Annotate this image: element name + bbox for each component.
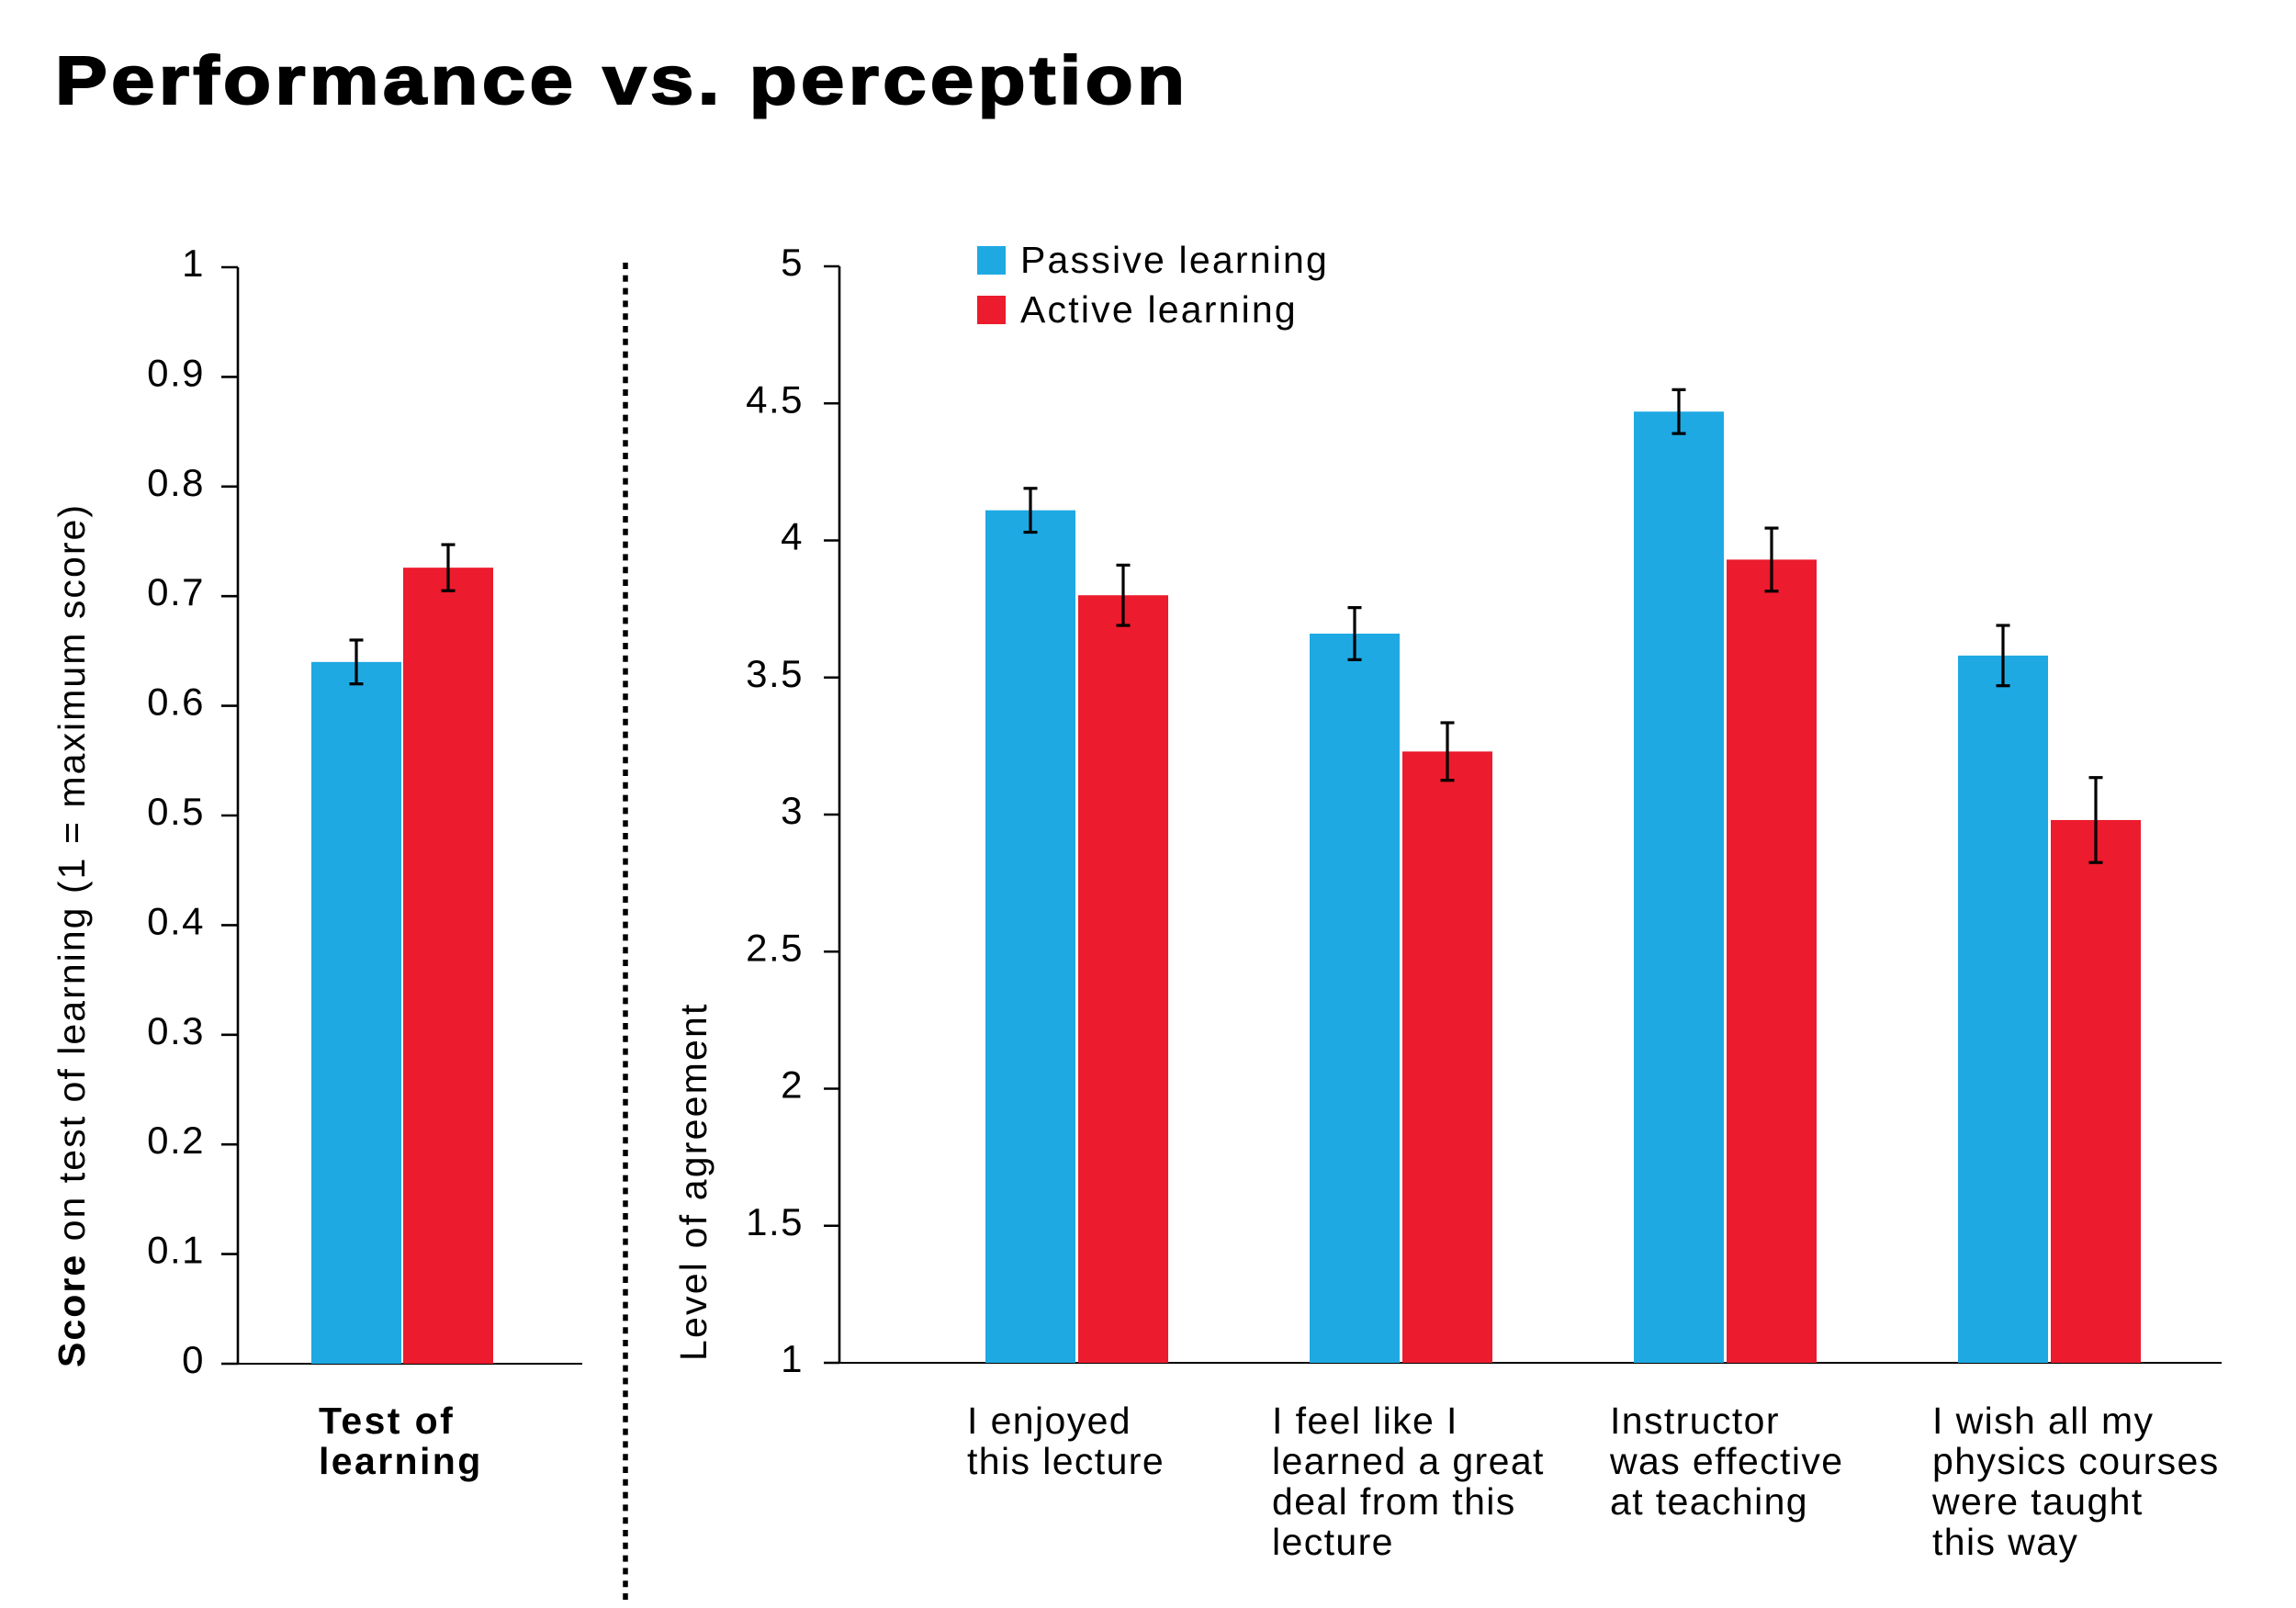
bar-active-0	[403, 568, 493, 1364]
y-tick-label: 0.2	[147, 1119, 205, 1162]
y-tick-label: 0.5	[147, 790, 205, 833]
page-title: Performance vs. perception	[55, 42, 1188, 118]
y-tick-label: 1.5	[746, 1200, 804, 1243]
error-bar-passive-0	[1023, 487, 1038, 534]
legend: Passive learning Active learning	[977, 239, 1329, 331]
y-tick-label: 3	[781, 789, 804, 832]
error-bar-passive-2	[1671, 388, 1686, 435]
legend-label-passive: Passive learning	[1020, 239, 1329, 281]
y-axis-title: Score on test of learning (1 = maximum s…	[51, 503, 93, 1367]
bar-active-3	[2051, 819, 2141, 1363]
y-tick-label: 0.3	[147, 1009, 205, 1052]
y-tick-label: 3.5	[746, 652, 804, 695]
y-tick-label: 0	[182, 1338, 205, 1381]
error-bar-active-3	[2088, 776, 2103, 864]
category-label-0: I enjoyed this lecture	[967, 1400, 1165, 1482]
y-tick-label: 0.9	[147, 351, 205, 394]
y-tick-label: 0.1	[147, 1229, 205, 1272]
y-axis-title: Level of agreement	[672, 1002, 715, 1361]
y-tick-label: 0.8	[147, 461, 205, 504]
legend-swatch-active	[977, 296, 1006, 324]
y-tick-label: 0.4	[147, 899, 205, 942]
error-bar-active-0	[1116, 563, 1131, 627]
panel-test-of-learning: 0 0.1 0.2 0.3 0.4 0.5 0.6 0.7 0.8 0.9 1 Test of lear…	[51, 242, 582, 1482]
legend-label-active: Active learning	[1020, 288, 1298, 331]
bar-passive-0	[311, 661, 401, 1364]
error-bar-passive-3	[1996, 624, 2010, 688]
bar-passive-1	[1310, 633, 1400, 1363]
error-bar-passive-1	[1347, 606, 1362, 661]
bar-passive-2	[1634, 411, 1724, 1364]
y-tick-label: 2	[781, 1063, 804, 1107]
y-tick-label: 4	[781, 515, 804, 558]
category-label-0: Test of learning	[319, 1400, 483, 1482]
error-bar-active-0	[441, 543, 456, 592]
panel-perception-survey: 1 1.5 2 2.5 3 3.5 4 4.5 5 I enjoyed this lecture I …	[672, 241, 2222, 1563]
y-tick-label: 1	[781, 1337, 804, 1380]
error-bar-active-2	[1764, 526, 1779, 593]
legend-swatch-passive	[977, 246, 1006, 275]
bar-active-2	[1727, 559, 1817, 1363]
y-tick-label: 4.5	[746, 377, 804, 421]
error-bar-active-1	[1440, 721, 1455, 782]
category-label-2: Instructor was effective at teaching	[1609, 1400, 1843, 1523]
bar-active-1	[1402, 751, 1492, 1363]
y-tick-label: 5	[781, 241, 804, 284]
y-tick-label: 1	[182, 242, 205, 285]
y-tick-label: 2.5	[746, 926, 804, 969]
y-tick-label: 0.7	[147, 570, 205, 613]
bar-passive-0	[985, 510, 1075, 1363]
category-label-3: I wish all my physics courses were taught t…	[1931, 1400, 2220, 1563]
bar-passive-3	[1958, 655, 2048, 1363]
bar-active-0	[1078, 595, 1168, 1363]
error-bar-passive-0	[349, 638, 364, 686]
y-tick-label: 0.6	[147, 680, 205, 724]
